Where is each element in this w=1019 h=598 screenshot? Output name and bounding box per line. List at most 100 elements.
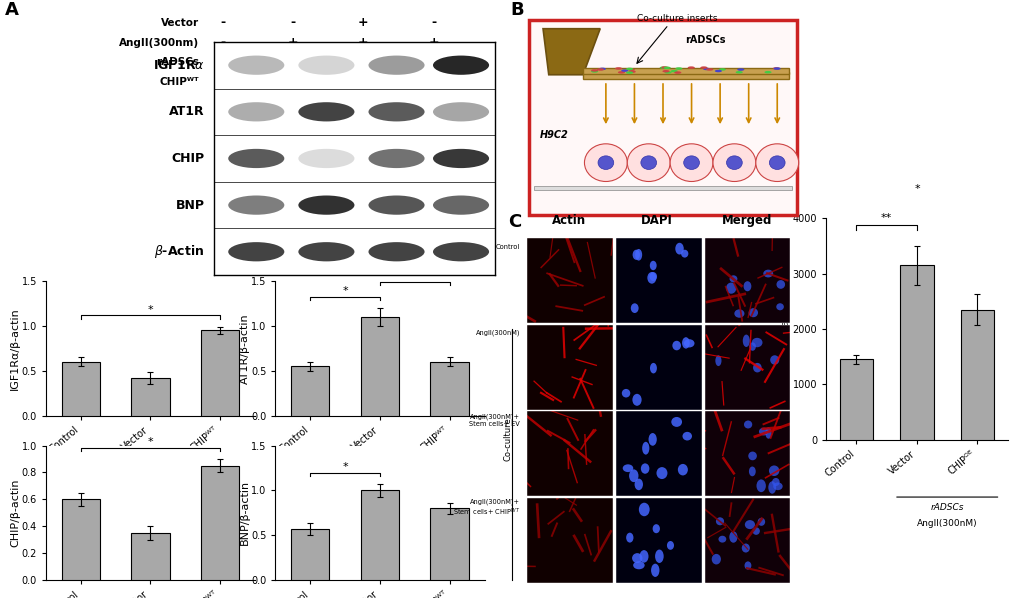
Ellipse shape bbox=[626, 533, 633, 542]
Ellipse shape bbox=[368, 196, 424, 215]
Ellipse shape bbox=[298, 196, 355, 215]
Ellipse shape bbox=[702, 68, 709, 70]
Ellipse shape bbox=[433, 102, 489, 121]
Ellipse shape bbox=[678, 464, 687, 475]
Text: *: * bbox=[913, 184, 919, 194]
Ellipse shape bbox=[368, 242, 424, 261]
Bar bbox=[900, 266, 932, 440]
Ellipse shape bbox=[433, 196, 489, 215]
Ellipse shape bbox=[368, 149, 424, 168]
Ellipse shape bbox=[711, 554, 720, 565]
Ellipse shape bbox=[298, 102, 355, 121]
Ellipse shape bbox=[748, 466, 755, 476]
Ellipse shape bbox=[639, 550, 648, 563]
Ellipse shape bbox=[661, 70, 668, 72]
Ellipse shape bbox=[742, 334, 749, 347]
Text: AngII(300nM)+
Stem cells+ CHIP$^{WT}$: AngII(300nM)+ Stem cells+ CHIP$^{WT}$ bbox=[452, 499, 520, 518]
Bar bbox=[430, 362, 469, 416]
Text: rADSCs: rADSCs bbox=[168, 460, 202, 469]
Ellipse shape bbox=[729, 275, 737, 282]
Text: +: + bbox=[428, 75, 438, 89]
Text: **: ** bbox=[880, 213, 892, 222]
Ellipse shape bbox=[683, 156, 699, 169]
Text: A: A bbox=[5, 1, 19, 19]
Ellipse shape bbox=[772, 68, 780, 70]
Bar bbox=[430, 508, 469, 580]
Ellipse shape bbox=[626, 71, 633, 74]
Y-axis label: AT1R/β-actin: AT1R/β-actin bbox=[239, 313, 250, 384]
Ellipse shape bbox=[768, 465, 779, 476]
Text: rADSCs: rADSCs bbox=[685, 35, 726, 45]
Bar bbox=[131, 533, 169, 580]
Text: -: - bbox=[220, 16, 225, 29]
Ellipse shape bbox=[618, 71, 625, 74]
Ellipse shape bbox=[298, 56, 355, 75]
Ellipse shape bbox=[228, 242, 284, 261]
Ellipse shape bbox=[762, 270, 772, 277]
Ellipse shape bbox=[672, 341, 681, 350]
Ellipse shape bbox=[772, 483, 782, 490]
Text: -: - bbox=[431, 16, 436, 29]
Bar bbox=[290, 529, 329, 580]
Ellipse shape bbox=[649, 261, 656, 270]
Text: -: - bbox=[220, 56, 225, 69]
Ellipse shape bbox=[642, 442, 649, 454]
Ellipse shape bbox=[744, 520, 754, 529]
Ellipse shape bbox=[743, 281, 751, 291]
Bar bbox=[61, 499, 100, 580]
Text: +: + bbox=[287, 36, 298, 49]
Ellipse shape bbox=[298, 242, 355, 261]
Ellipse shape bbox=[590, 69, 597, 72]
Text: Control: Control bbox=[495, 244, 520, 250]
Text: CHIPᵂᵀ: CHIPᵂᵀ bbox=[159, 77, 199, 87]
Ellipse shape bbox=[228, 149, 284, 168]
Ellipse shape bbox=[298, 149, 355, 168]
Text: +: + bbox=[358, 36, 368, 49]
Ellipse shape bbox=[597, 156, 613, 169]
Ellipse shape bbox=[671, 417, 682, 427]
Bar bbox=[839, 359, 872, 440]
Text: DAPI: DAPI bbox=[640, 214, 673, 227]
Text: AngII(300nM)+
Stem cells+ EV: AngII(300nM)+ Stem cells+ EV bbox=[469, 413, 520, 426]
Bar bbox=[61, 362, 100, 416]
Ellipse shape bbox=[764, 427, 771, 439]
Ellipse shape bbox=[687, 66, 694, 69]
Ellipse shape bbox=[674, 71, 681, 74]
Ellipse shape bbox=[775, 303, 784, 310]
Text: Ang II(300nM): Ang II(300nM) bbox=[383, 471, 446, 480]
Bar bbox=[201, 330, 239, 416]
Ellipse shape bbox=[635, 249, 642, 261]
Ellipse shape bbox=[775, 280, 785, 289]
Y-axis label: IGF1Rα/β-actin: IGF1Rα/β-actin bbox=[10, 307, 20, 390]
Ellipse shape bbox=[596, 68, 603, 71]
Ellipse shape bbox=[228, 196, 284, 215]
Text: C: C bbox=[507, 213, 521, 231]
Ellipse shape bbox=[368, 102, 424, 121]
Ellipse shape bbox=[663, 66, 671, 69]
Text: BNP: BNP bbox=[175, 199, 205, 212]
Ellipse shape bbox=[628, 71, 635, 73]
Text: *: * bbox=[148, 305, 153, 315]
Ellipse shape bbox=[638, 503, 649, 516]
Text: Vector: Vector bbox=[161, 18, 199, 28]
Y-axis label: CHIP/β-actin: CHIP/β-actin bbox=[10, 478, 20, 547]
Ellipse shape bbox=[648, 433, 656, 446]
Text: Merged: Merged bbox=[720, 214, 771, 227]
Ellipse shape bbox=[741, 544, 749, 553]
Bar bbox=[201, 466, 239, 580]
Text: AngII(300nM): AngII(300nM) bbox=[475, 329, 520, 335]
Ellipse shape bbox=[755, 144, 798, 182]
Ellipse shape bbox=[771, 478, 779, 486]
Ellipse shape bbox=[718, 68, 726, 71]
Ellipse shape bbox=[640, 156, 656, 169]
Ellipse shape bbox=[650, 564, 659, 577]
Ellipse shape bbox=[756, 480, 765, 492]
Text: -: - bbox=[290, 75, 296, 89]
Ellipse shape bbox=[590, 70, 597, 73]
Ellipse shape bbox=[737, 68, 744, 71]
Text: *: * bbox=[342, 286, 347, 296]
Ellipse shape bbox=[621, 69, 628, 72]
Bar bbox=[583, 69, 788, 74]
Ellipse shape bbox=[769, 355, 779, 365]
Ellipse shape bbox=[757, 518, 764, 526]
